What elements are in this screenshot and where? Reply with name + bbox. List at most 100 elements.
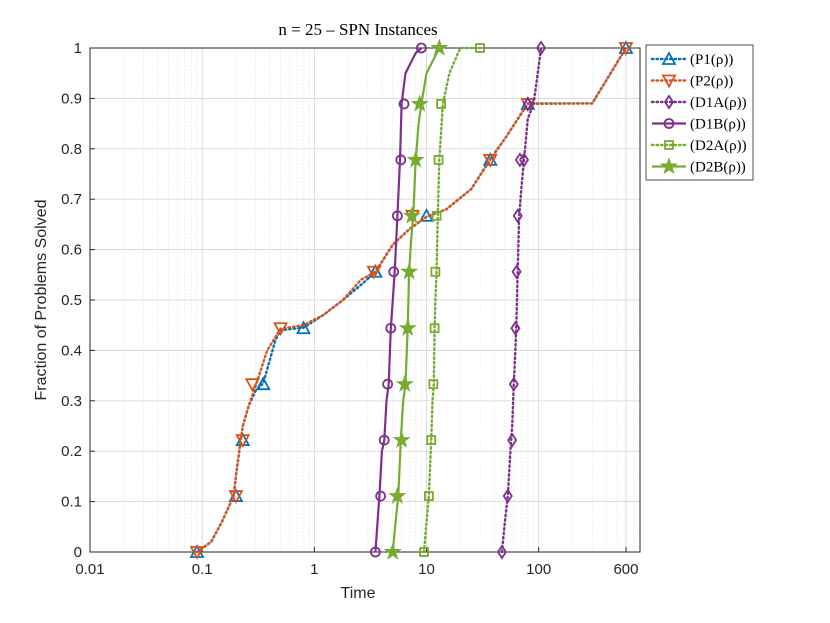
series-d1a xyxy=(496,40,547,560)
data-point-marker xyxy=(433,154,444,165)
y-tick-label: 0.9 xyxy=(61,90,82,107)
y-tick-label: 0 xyxy=(74,544,82,561)
series-line xyxy=(374,47,423,553)
data-point-marker xyxy=(436,99,447,109)
data-point-marker xyxy=(618,42,634,56)
series-p2 xyxy=(189,42,634,560)
data-point-marker xyxy=(228,490,244,504)
y-tick-label: 0.5 xyxy=(61,292,82,309)
series-line xyxy=(422,46,482,554)
data-point-marker xyxy=(431,210,442,221)
data-point-marker xyxy=(388,266,400,278)
data-point-marker xyxy=(392,430,411,448)
data-point-marker xyxy=(512,208,523,224)
x-tick-label: 600 xyxy=(613,561,638,578)
legend-box xyxy=(645,44,754,181)
data-point-marker xyxy=(507,432,518,448)
data-point-marker xyxy=(369,546,381,558)
data-point-marker xyxy=(406,150,425,168)
legend-entry: (P1(ρ)) xyxy=(650,51,733,68)
x-tick-label: 0.1 xyxy=(192,561,213,578)
data-point-marker xyxy=(475,43,485,53)
series-line xyxy=(195,46,628,554)
data-point-marker xyxy=(510,320,521,336)
data-point-marker xyxy=(295,320,311,335)
y-tick-label: 0.3 xyxy=(61,393,82,410)
data-point-marker xyxy=(255,376,271,391)
series-p1 xyxy=(189,40,634,558)
data-point-marker xyxy=(395,154,407,166)
data-point-marker xyxy=(423,491,434,501)
data-point-marker xyxy=(415,42,427,54)
chart-title: n = 25 – SPN Instances xyxy=(278,20,437,39)
data-point-marker xyxy=(235,434,251,448)
data-point-marker xyxy=(430,266,441,277)
data-point-marker xyxy=(663,94,675,110)
data-point-marker xyxy=(383,542,402,560)
legend-entry: (D2A(ρ)) xyxy=(650,138,747,154)
data-point-marker xyxy=(419,547,429,557)
series-d2b xyxy=(383,38,449,560)
legend-label: (D2A(ρ)) xyxy=(690,138,747,154)
y-tick-label: 0.7 xyxy=(61,191,82,208)
data-point-marker xyxy=(395,374,414,392)
series-d2a xyxy=(419,43,485,557)
legend-label: (P2(ρ)) xyxy=(690,74,733,90)
data-point-marker xyxy=(244,378,260,393)
data-point-marker xyxy=(398,98,410,110)
data-point-marker xyxy=(388,486,407,504)
legend-entry: (D1A(ρ)) xyxy=(650,94,747,111)
x-tick-label: 1 xyxy=(310,561,318,578)
legend: (P1(ρ)) (P2(ρ)) (D1A(ρ)) (D1B(ρ)) (D2A(ρ)) (D… xyxy=(645,44,754,181)
y-tick-label: 0.8 xyxy=(61,141,82,158)
data-point-marker xyxy=(410,94,429,112)
data-point-marker xyxy=(382,378,394,390)
data-point-marker xyxy=(661,51,677,65)
y-tick-label: 1 xyxy=(74,40,82,57)
data-point-marker xyxy=(378,434,390,446)
y-tick-label: 0.2 xyxy=(61,443,82,460)
data-point-marker xyxy=(398,318,417,336)
x-axis-label: Time xyxy=(341,585,376,602)
data-point-marker xyxy=(511,264,522,280)
series-line xyxy=(500,46,543,554)
major-grid xyxy=(89,47,640,553)
data-point-marker xyxy=(663,118,675,129)
data-point-marker xyxy=(429,323,440,334)
data-point-marker xyxy=(366,265,382,280)
data-point-marker xyxy=(518,152,530,168)
axis-ticks: 0.01 0.1 1 10 100 600 0 0.1 0.2 0.3 0.4 0.5 0.6 0.7 0.… xyxy=(61,40,638,578)
data-point-marker xyxy=(502,488,513,504)
legend-label: (D1B(ρ)) xyxy=(690,117,746,133)
data-point-marker xyxy=(375,490,387,502)
data-point-marker xyxy=(664,140,674,150)
data-point-marker xyxy=(391,210,403,222)
data-point-marker xyxy=(659,156,679,175)
data-point-marker xyxy=(514,152,525,168)
x-tick-label: 100 xyxy=(526,561,551,578)
y-tick-label: 0.4 xyxy=(61,342,82,359)
x-tick-label: 10 xyxy=(418,561,435,578)
data-point-marker xyxy=(508,376,519,392)
data-point-marker xyxy=(522,96,533,112)
data-point-marker xyxy=(661,74,677,89)
y-axis-label: Fraction of Problems Solved xyxy=(33,200,50,401)
data-point-marker xyxy=(535,40,547,56)
legend-label: (D1A(ρ)) xyxy=(690,95,747,111)
data-point-marker xyxy=(400,262,419,280)
data-point-marker xyxy=(385,322,397,334)
data-point-marker xyxy=(482,153,498,168)
data-point-marker xyxy=(402,206,421,224)
y-tick-label: 0.1 xyxy=(61,494,82,511)
data-point-marker xyxy=(273,322,289,337)
x-tick-label: 0.01 xyxy=(75,561,104,578)
legend-entry: (D2B(ρ)) xyxy=(652,156,746,176)
data-point-marker xyxy=(430,38,449,56)
legend-label: (P1(ρ)) xyxy=(690,52,733,68)
series-layer xyxy=(189,38,634,560)
data-point-marker xyxy=(496,544,507,560)
series-d1b xyxy=(369,42,427,558)
data-point-marker xyxy=(428,379,439,390)
legend-entry: (P2(ρ)) xyxy=(650,74,733,90)
